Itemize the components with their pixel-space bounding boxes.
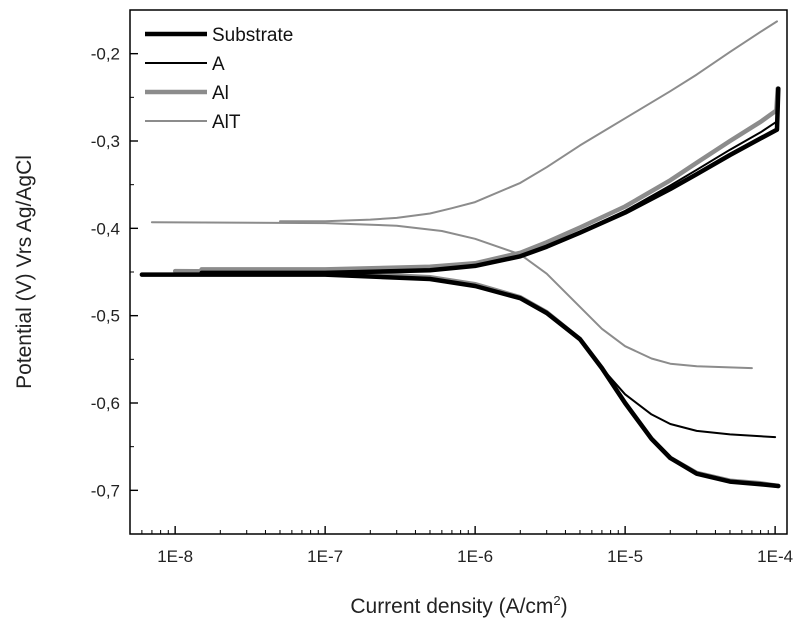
series-a-anodic-line xyxy=(200,96,779,273)
series-alt-anodic-line xyxy=(279,20,778,223)
series-substrate-anodic-line xyxy=(199,86,781,276)
series-a-cathodic-line xyxy=(140,272,777,439)
series-substrate-cathodic-line xyxy=(139,272,781,489)
legend-label-substrate: Substrate xyxy=(212,25,293,46)
tick-layer: 1E-8 1E-7 1E-6 1E-5 1E-4 -0,7 -0,6 -0,5 -0,4 -0,3… xyxy=(91,9,793,566)
legend-label-alt: AlT xyxy=(212,112,241,133)
legend: Substrate A Al AlT xyxy=(145,25,293,133)
y-tick-label: -0,2 xyxy=(91,45,120,64)
y-tick-label: -0,6 xyxy=(91,394,120,413)
series-alt-cathodic-line xyxy=(150,221,753,370)
x-axis-title: Current density (A/cm2) xyxy=(350,593,567,618)
legend-label-a: A xyxy=(212,54,225,75)
y-tick-label: -0,4 xyxy=(91,219,120,238)
y-axis-title: Potential (V) Vrs Ag/AgCl xyxy=(13,155,36,389)
y-tick-label: -0,5 xyxy=(91,307,120,326)
x-tick-label: 1E-7 xyxy=(307,547,343,566)
y-tick-label: -0,7 xyxy=(91,481,120,500)
x-tick-label: 1E-5 xyxy=(607,547,643,566)
x-tick-label: 1E-6 xyxy=(457,547,493,566)
series-al-cathodic-line xyxy=(172,268,781,489)
series-layer xyxy=(139,20,781,489)
x-tick-label: 1E-4 xyxy=(757,547,793,566)
y-tick-label: -0,3 xyxy=(91,132,120,151)
series-al-anodic-line xyxy=(199,86,780,272)
legend-label-al: Al xyxy=(212,83,229,104)
x-tick-label: 1E-8 xyxy=(157,547,193,566)
